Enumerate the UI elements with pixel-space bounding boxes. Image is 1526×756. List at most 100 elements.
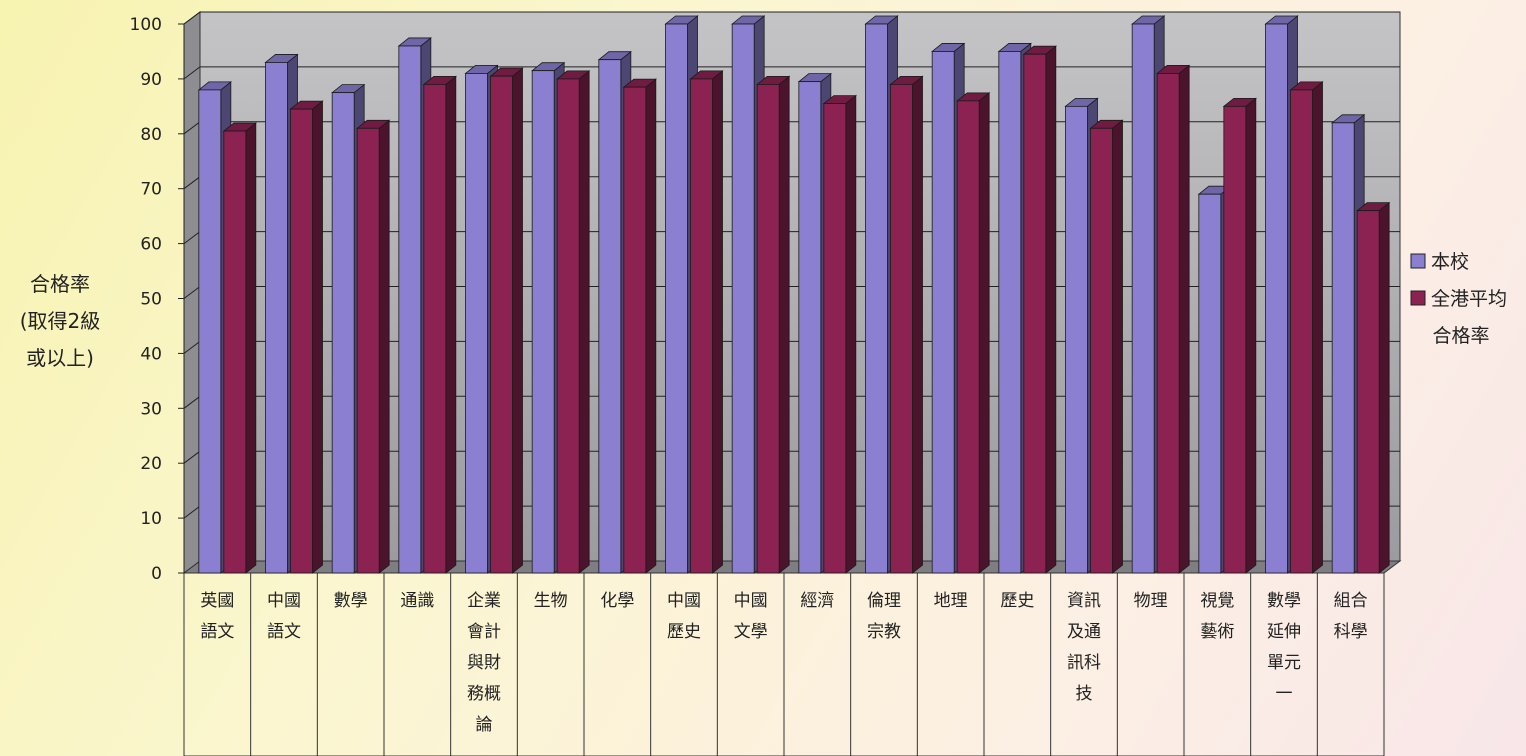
x-category-label: 延伸 xyxy=(1267,622,1301,642)
gridline-side xyxy=(183,340,201,354)
bar xyxy=(398,45,422,574)
bar xyxy=(356,127,380,574)
bar xyxy=(1265,23,1288,574)
bar-side xyxy=(245,122,257,574)
bar xyxy=(465,73,488,574)
bar xyxy=(556,78,580,574)
bar xyxy=(531,70,555,574)
x-category-label: 宗教 xyxy=(867,622,901,642)
x-category-label: 論 xyxy=(476,715,493,735)
bar xyxy=(1331,122,1355,574)
bar xyxy=(223,130,247,574)
x-category-label: 視覺 xyxy=(1200,591,1234,611)
bar xyxy=(623,86,647,574)
y-tick-label: 100 xyxy=(130,15,162,35)
bar xyxy=(423,83,447,574)
x-category-label: 歷史 xyxy=(1000,591,1034,611)
bar-side xyxy=(378,119,390,574)
bar xyxy=(1290,89,1313,574)
bar-side xyxy=(578,70,590,574)
legend-label: 合格率 xyxy=(1432,325,1489,347)
gridline-side xyxy=(183,395,201,409)
legend-swatch xyxy=(1410,290,1426,306)
bar xyxy=(265,62,288,574)
y-tick-label: 90 xyxy=(140,70,162,90)
bar-side xyxy=(1378,201,1390,574)
y-tick-label: 80 xyxy=(140,125,162,145)
bar xyxy=(290,108,313,574)
category-label-table xyxy=(183,572,1385,756)
bar xyxy=(890,83,913,574)
bar-side xyxy=(645,78,657,574)
x-category-label: 一 xyxy=(1276,684,1293,704)
x-category-label: 數學 xyxy=(334,591,368,611)
bar xyxy=(731,23,755,574)
bar-side xyxy=(978,92,990,574)
y-tick-label: 10 xyxy=(140,509,162,529)
x-category-label: 中國 xyxy=(267,591,301,611)
bars xyxy=(197,15,1391,574)
y-tick-label: 20 xyxy=(140,454,162,474)
y-axis-label-line: 或以上) xyxy=(26,346,94,370)
x-category-label: 地理 xyxy=(934,591,968,611)
x-category-label: 生物 xyxy=(534,591,568,611)
bar-side xyxy=(778,75,790,574)
bar xyxy=(1356,210,1380,574)
x-category-label: 與財 xyxy=(467,653,501,673)
bar xyxy=(1156,73,1180,574)
bar xyxy=(998,51,1022,574)
legend-label: 全港平均 xyxy=(1431,288,1507,310)
gridline-side xyxy=(183,286,201,299)
x-category-label: 企業 xyxy=(467,591,501,611)
gridline-side xyxy=(183,505,201,519)
x-category-label: 中國 xyxy=(734,591,768,611)
y-tick-label: 50 xyxy=(140,290,162,310)
x-category-label: 英國 xyxy=(200,591,234,611)
bar xyxy=(331,92,355,574)
bar xyxy=(865,23,888,574)
gridline-side xyxy=(183,231,201,245)
gridline-side xyxy=(183,450,201,464)
gridline-side xyxy=(183,11,201,25)
y-tick-label: 40 xyxy=(140,344,162,364)
y-tick-label: 70 xyxy=(140,180,162,200)
bar-side xyxy=(512,67,523,574)
y-axis-label-line: 合格率 xyxy=(30,272,90,296)
x-category-label: 藝術 xyxy=(1200,622,1234,642)
x-category-label: 物理 xyxy=(1134,591,1168,611)
x-category-label: 語文 xyxy=(267,622,301,642)
gridline-side xyxy=(183,121,201,135)
x-category-label: 組合 xyxy=(1334,591,1368,611)
bar-side xyxy=(1045,45,1057,574)
bar xyxy=(1198,193,1222,574)
legend-label: 本校 xyxy=(1431,251,1469,273)
bar-side xyxy=(1178,64,1190,574)
bar-side xyxy=(712,70,723,574)
bar xyxy=(198,89,222,574)
bar-side xyxy=(445,75,457,574)
bar-side xyxy=(845,94,857,574)
y-tick-label: 60 xyxy=(140,235,162,255)
y-tick-label: 30 xyxy=(140,399,162,419)
bar xyxy=(1065,105,1088,574)
x-category-label: 中國 xyxy=(667,591,701,611)
x-category-label: 數學 xyxy=(1267,591,1301,611)
bar xyxy=(1223,105,1247,574)
bar-side xyxy=(1245,97,1257,574)
x-category-label: 化學 xyxy=(600,591,634,611)
y-axis-ticks: 0 10 20 30 40 50 60 70 80 90 100 xyxy=(130,15,185,584)
bar xyxy=(1131,23,1155,574)
x-category-label: 會計 xyxy=(467,622,501,642)
bar xyxy=(665,23,688,574)
x-category-label: 及通 xyxy=(1067,622,1101,642)
x-category-label: 資訊 xyxy=(1067,591,1101,611)
x-category-label: 訊科 xyxy=(1067,653,1101,673)
bar xyxy=(1023,53,1047,574)
bar-side xyxy=(912,75,923,574)
x-category-label: 經濟 xyxy=(800,591,834,611)
x-category-label: 文學 xyxy=(734,622,768,642)
bar xyxy=(690,78,713,574)
y-axis-label-line: (取得2級 xyxy=(20,309,101,333)
